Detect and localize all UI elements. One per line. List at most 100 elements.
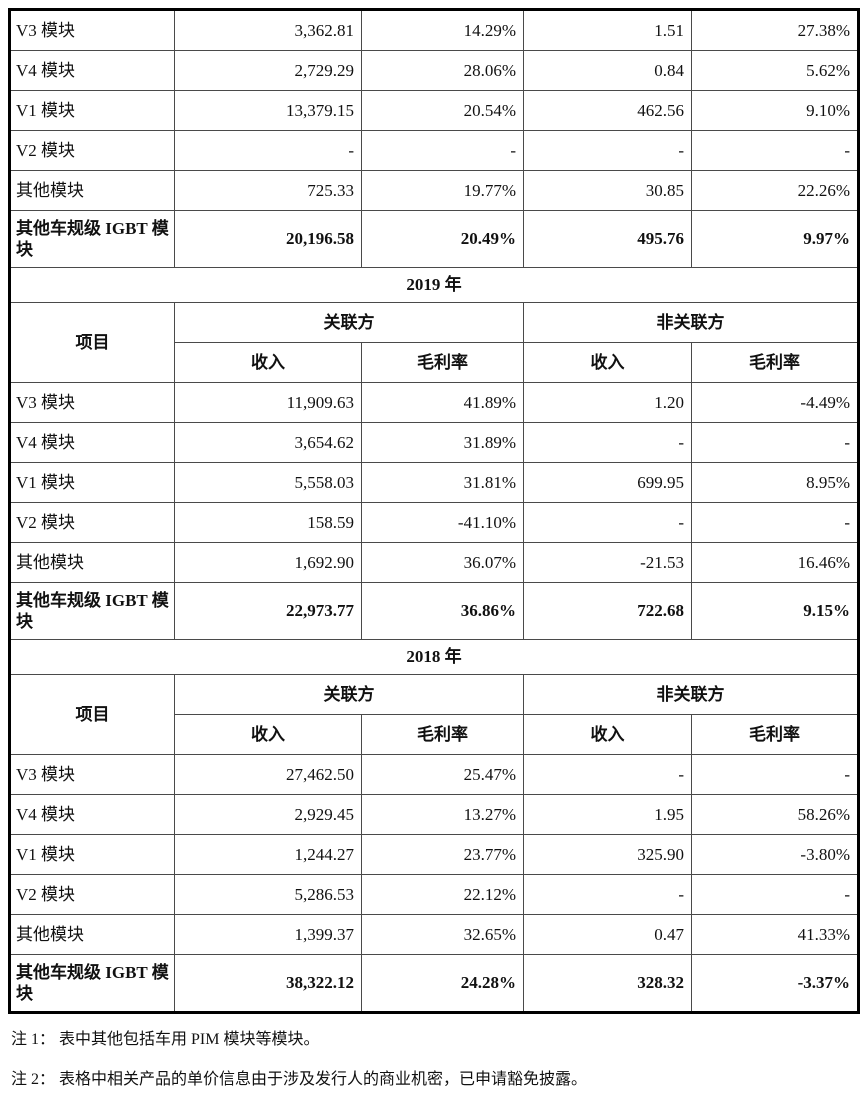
cell-related-revenue: 20,196.58 <box>174 210 362 268</box>
table-row: V1 模块 13,379.15 20.54% 462.56 9.10% <box>9 90 859 131</box>
cell-related-revenue: 27,462.50 <box>174 754 362 795</box>
col-header-related-party: 关联方 <box>174 302 524 343</box>
cell-nonrelated-margin: 5.62% <box>691 50 859 91</box>
cell-related-revenue: 22,973.77 <box>174 582 362 640</box>
row-label: V4 模块 <box>9 794 175 835</box>
table-row: V4 模块 2,729.29 28.06% 0.84 5.62% <box>9 50 859 91</box>
table-row-total: 其他车规级 IGBT 模块 20,196.58 20.49% 495.76 9.97% <box>9 210 859 268</box>
cell-nonrelated-revenue: 722.68 <box>523 582 692 640</box>
column-group-header-row: 项目 关联方 非关联方 <box>9 302 859 383</box>
cell-related-margin: 36.07% <box>361 542 524 583</box>
col-header-related-revenue: 收入 <box>174 714 362 755</box>
cell-nonrelated-margin: 16.46% <box>691 542 859 583</box>
table-row: V3 模块 11,909.63 41.89% 1.20 -4.49% <box>9 382 859 423</box>
col-header-non-related-party: 非关联方 <box>523 674 859 715</box>
cell-related-margin: 19.77% <box>361 170 524 211</box>
table-row: V4 模块 3,654.62 31.89% - - <box>9 422 859 463</box>
cell-related-margin: 31.81% <box>361 462 524 503</box>
row-label: V1 模块 <box>9 462 175 503</box>
cell-nonrelated-margin: -3.80% <box>691 834 859 875</box>
cell-nonrelated-margin: -4.49% <box>691 382 859 423</box>
footnote-2-text: 表格中相关产品的单价信息由于涉及发行人的商业机密，已申请豁免披露。 <box>59 1070 588 1088</box>
row-label: V4 模块 <box>9 422 175 463</box>
cell-related-revenue: 5,558.03 <box>174 462 362 503</box>
row-label: V3 模块 <box>9 9 175 51</box>
table-row: 其他模块 725.33 19.77% 30.85 22.26% <box>9 170 859 211</box>
cell-related-revenue: 1,399.37 <box>174 914 362 955</box>
footnote-1: 注 1： 表中其他包括车用 PIM 模块等模块。 <box>11 1030 857 1051</box>
cell-nonrelated-revenue: 1.20 <box>523 382 692 423</box>
table-row-total: 其他车规级 IGBT 模块 38,322.12 24.28% 328.32 -3.37% <box>9 954 859 1013</box>
cell-nonrelated-margin: 9.15% <box>691 582 859 640</box>
year-header-row: 2018 年 <box>9 639 859 675</box>
table-row-total: 其他车规级 IGBT 模块 22,973.77 36.86% 722.68 9.15% <box>9 582 859 640</box>
cell-nonrelated-revenue: 328.32 <box>523 954 692 1013</box>
cell-related-revenue: - <box>174 130 362 171</box>
row-label: V1 模块 <box>9 834 175 875</box>
column-group-header-row: 项目 关联方 非关联方 <box>9 674 859 755</box>
table-row: 其他模块 1,399.37 32.65% 0.47 41.33% <box>9 914 859 955</box>
cell-nonrelated-margin: - <box>691 502 859 543</box>
col-header-related-margin: 毛利率 <box>361 714 524 755</box>
cell-nonrelated-revenue: 1.95 <box>523 794 692 835</box>
cell-related-margin: 22.12% <box>361 874 524 915</box>
cell-nonrelated-revenue: -21.53 <box>523 542 692 583</box>
cell-nonrelated-revenue: - <box>523 502 692 543</box>
cell-related-margin: 32.65% <box>361 914 524 955</box>
cell-nonrelated-revenue: 699.95 <box>523 462 692 503</box>
table-row: V1 模块 5,558.03 31.81% 699.95 8.95% <box>9 462 859 503</box>
table-row: V1 模块 1,244.27 23.77% 325.90 -3.80% <box>9 834 859 875</box>
cell-related-margin: 28.06% <box>361 50 524 91</box>
column-header-row: 收入 毛利率 收入 毛利率 <box>10 714 859 755</box>
col-header-related-revenue: 收入 <box>174 342 362 383</box>
cell-nonrelated-margin: - <box>691 422 859 463</box>
cell-related-revenue: 13,379.15 <box>174 90 362 131</box>
row-label: V1 模块 <box>9 90 175 131</box>
cell-related-margin: 31.89% <box>361 422 524 463</box>
col-header-nonrelated-revenue: 收入 <box>523 714 692 755</box>
row-label: V2 模块 <box>9 130 175 171</box>
col-header-nonrelated-margin: 毛利率 <box>691 714 859 755</box>
cell-related-margin: - <box>361 130 524 171</box>
cell-nonrelated-margin: 9.97% <box>691 210 859 268</box>
cell-related-revenue: 5,286.53 <box>174 874 362 915</box>
cell-nonrelated-margin: 41.33% <box>691 914 859 955</box>
col-header-item: 项目 <box>9 674 175 755</box>
row-label: 其他模块 <box>9 170 175 211</box>
cell-nonrelated-revenue: 325.90 <box>523 834 692 875</box>
cell-nonrelated-margin: 27.38% <box>691 9 859 51</box>
footnotes: 注 1： 表中其他包括车用 PIM 模块等模块。 注 2： 表格中相关产品的单价信息… <box>11 1030 857 1091</box>
table-row: V2 模块 158.59 -41.10% - - <box>9 502 859 543</box>
cell-nonrelated-margin: - <box>691 754 859 795</box>
cell-related-margin: 41.89% <box>361 382 524 423</box>
cell-related-margin: 24.28% <box>361 954 524 1013</box>
cell-related-revenue: 158.59 <box>174 502 362 543</box>
cell-nonrelated-margin: 8.95% <box>691 462 859 503</box>
cell-nonrelated-revenue: 462.56 <box>523 90 692 131</box>
row-label: 其他车规级 IGBT 模块 <box>9 210 175 268</box>
col-header-non-related-party: 非关联方 <box>523 302 859 343</box>
col-header-related-margin: 毛利率 <box>361 342 524 383</box>
cell-nonrelated-revenue: - <box>523 422 692 463</box>
col-header-item: 项目 <box>9 302 175 383</box>
row-label: V2 模块 <box>9 874 175 915</box>
cell-nonrelated-revenue: 495.76 <box>523 210 692 268</box>
cell-related-margin: 20.54% <box>361 90 524 131</box>
igbt-module-revenue-margin-table: V3 模块 3,362.81 14.29% 1.51 27.38% V4 模块 2,729.… <box>8 8 860 1014</box>
table-row: V2 模块 5,286.53 22.12% - - <box>9 874 859 915</box>
cell-related-margin: 25.47% <box>361 754 524 795</box>
table-row: V4 模块 2,929.45 13.27% 1.95 58.26% <box>9 794 859 835</box>
cell-related-revenue: 1,244.27 <box>174 834 362 875</box>
year-header: 2018 年 <box>9 639 859 675</box>
cell-nonrelated-margin: - <box>691 130 859 171</box>
col-header-nonrelated-margin: 毛利率 <box>691 342 859 383</box>
row-label: V3 模块 <box>9 754 175 795</box>
year-header: 2019 年 <box>9 267 859 303</box>
cell-related-margin: 23.77% <box>361 834 524 875</box>
cell-nonrelated-revenue: 0.47 <box>523 914 692 955</box>
cell-nonrelated-revenue: - <box>523 874 692 915</box>
cell-nonrelated-margin: - <box>691 874 859 915</box>
cell-related-revenue: 2,929.45 <box>174 794 362 835</box>
year-header-row: 2019 年 <box>9 267 859 303</box>
col-header-nonrelated-revenue: 收入 <box>523 342 692 383</box>
